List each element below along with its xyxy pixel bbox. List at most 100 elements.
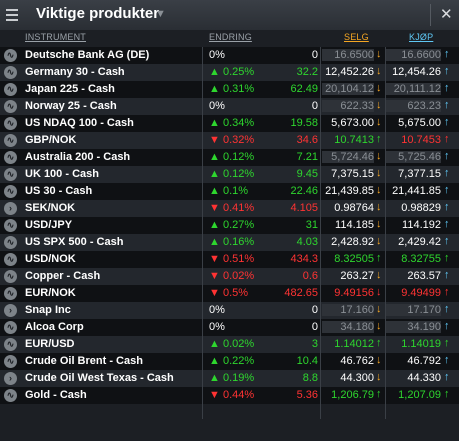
column-header-buy[interactable]: KJØP <box>409 32 434 42</box>
price-chart-icon[interactable]: ∿ <box>4 185 17 198</box>
buy-price[interactable]: 5,675.00 <box>398 117 441 129</box>
price-chart-icon[interactable]: ∿ <box>4 66 17 79</box>
buy-price[interactable]: 5,725.46 <box>386 151 441 163</box>
column-header-sell[interactable]: SELG <box>344 32 369 42</box>
sell-price[interactable]: 114.185 <box>335 219 374 231</box>
instrument-name[interactable]: Germany 30 - Cash <box>25 66 125 78</box>
instrument-name[interactable]: Norway 25 - Cash <box>25 100 117 112</box>
buy-price[interactable]: 8.32755 <box>401 253 441 265</box>
instrument-name[interactable]: US SPX 500 - Cash <box>25 236 124 248</box>
buy-price[interactable]: 12,454.26 <box>392 66 441 78</box>
table-row[interactable]: ∿ EUR/USD ▲ 0.02% 3 1.14012 ↑ 1.14019 ↑ <box>0 336 459 353</box>
sell-price[interactable]: 20,104.12 <box>322 83 374 95</box>
buy-price[interactable]: 7,377.15 <box>398 168 441 180</box>
buy-price[interactable]: 10.7453 <box>401 134 441 146</box>
buy-price[interactable]: 1,207.09 <box>398 389 441 401</box>
price-chart-icon[interactable]: ∿ <box>4 83 17 96</box>
sell-price[interactable]: 7,375.15 <box>331 168 374 180</box>
buy-price[interactable]: 46.792 <box>407 355 441 367</box>
sell-price[interactable]: 16.6500 <box>322 49 374 61</box>
sell-price[interactable]: 34.180 <box>322 321 374 333</box>
instrument-name[interactable]: Copper - Cash <box>25 270 101 282</box>
buy-price[interactable]: 623.23 <box>386 100 441 112</box>
column-header-change[interactable]: ENDRING <box>209 32 252 42</box>
instrument-name[interactable]: Japan 225 - Cash <box>25 83 115 95</box>
price-chart-icon[interactable]: ∿ <box>4 355 17 368</box>
table-row[interactable]: ∿ Crude Oil Brent - Cash ▲ 0.22% 10.4 46.762… <box>0 353 459 370</box>
instrument-name[interactable]: USD/NOK <box>25 253 76 265</box>
buy-price[interactable]: 44.330 <box>407 372 441 384</box>
menu-grip-icon[interactable] <box>6 9 18 21</box>
table-row[interactable]: ∿ USD/JPY ▲ 0.27% 31 114.185 ↓ 114.192 ↑ <box>0 217 459 234</box>
table-row[interactable]: › Crude Oil West Texas - Cash ▲ 0.19% 8.8 44… <box>0 370 459 387</box>
buy-price[interactable]: 263.57 <box>407 270 441 282</box>
instrument-name[interactable]: EUR/USD <box>25 338 75 350</box>
sell-price[interactable]: 10.7413 <box>334 134 374 146</box>
buy-price[interactable]: 9.49499 <box>401 287 441 299</box>
sell-price[interactable]: 0.98764 <box>334 202 374 214</box>
table-row[interactable]: ∿ Japan 225 - Cash ▲ 0.31% 62.49 20,104.12 ↓ 2… <box>0 81 459 98</box>
sell-price[interactable]: 263.27 <box>340 270 374 282</box>
sell-price[interactable]: 9.49156 <box>334 287 374 299</box>
instrument-name[interactable]: Deutsche Bank AG (DE) <box>25 49 150 61</box>
chevron-right-icon[interactable]: › <box>4 202 17 215</box>
price-chart-icon[interactable]: ∿ <box>4 287 17 300</box>
table-row[interactable]: ∿ USD/NOK ▼ 0.51% 434.3 8.32505 ↑ 8.32755 ↑ <box>0 251 459 268</box>
price-chart-icon[interactable]: ∿ <box>4 219 17 232</box>
table-row[interactable]: ∿ Norway 25 - Cash 0% 0 622.33 ↓ 623.23 ↑ <box>0 98 459 115</box>
table-row[interactable]: ∿ Alcoa Corp 0% 0 34.180 ↓ 34.190 ↑ <box>0 319 459 336</box>
instrument-name[interactable]: Crude Oil Brent - Cash <box>25 355 143 367</box>
table-row[interactable]: ∿ GBP/NOK ▼ 0.32% 34.6 10.7413 ↑ 10.7453 ↑ <box>0 132 459 149</box>
sell-price[interactable]: 17.160 <box>322 304 374 316</box>
price-chart-icon[interactable]: ∿ <box>4 321 17 334</box>
buy-price[interactable]: 16.6600 <box>386 49 441 61</box>
sell-price[interactable]: 44.300 <box>340 372 374 384</box>
price-chart-icon[interactable]: ∿ <box>4 49 17 62</box>
table-row[interactable]: ∿ Germany 30 - Cash ▲ 0.25% 32.2 12,452.26 ↓ 1… <box>0 64 459 81</box>
price-chart-icon[interactable]: ∿ <box>4 338 17 351</box>
price-chart-icon[interactable]: ∿ <box>4 168 17 181</box>
buy-price[interactable]: 2,429.42 <box>398 236 441 248</box>
table-row[interactable]: ∿ Copper - Cash ▼ 0.02% 0.6 263.27 ↓ 263.57 ↑ <box>0 268 459 285</box>
chevron-down-icon[interactable]: ▼ <box>155 8 166 20</box>
buy-price[interactable]: 1.14019 <box>401 338 441 350</box>
table-row[interactable]: ∿ Gold - Cash ▼ 0.44% 5.36 1,206.79 ↑ 1,207.09… <box>0 387 459 404</box>
table-row[interactable]: ∿ UK 100 - Cash ▲ 0.12% 9.45 7,375.15 ↓ 7,377.… <box>0 166 459 183</box>
sell-price[interactable]: 5,673.00 <box>331 117 374 129</box>
sell-price[interactable]: 1.14012 <box>334 338 374 350</box>
table-row[interactable]: › SEK/NOK ▼ 0.41% 4.105 0.98764 ↓ 0.98829 ↑ <box>0 200 459 217</box>
buy-price[interactable]: 114.192 <box>402 219 441 231</box>
chevron-right-icon[interactable]: › <box>4 304 17 317</box>
buy-price[interactable]: 0.98829 <box>401 202 441 214</box>
price-chart-icon[interactable]: ∿ <box>4 389 17 402</box>
price-chart-icon[interactable]: ∿ <box>4 236 17 249</box>
sell-price[interactable]: 622.33 <box>322 100 374 112</box>
price-chart-icon[interactable]: ∿ <box>4 117 17 130</box>
table-row[interactable]: ∿ US 30 - Cash ▲ 0.1% 22.46 21,439.85 ↓ 21,441… <box>0 183 459 200</box>
buy-price[interactable]: 20,111.12 <box>386 83 441 95</box>
buy-price[interactable]: 34.190 <box>386 321 441 333</box>
instrument-name[interactable]: Crude Oil West Texas - Cash <box>25 372 174 384</box>
instrument-name[interactable]: Alcoa Corp <box>25 321 84 333</box>
sell-price[interactable]: 1,206.79 <box>331 389 374 401</box>
chevron-right-icon[interactable]: › <box>4 372 17 385</box>
instrument-name[interactable]: Gold - Cash <box>25 389 87 401</box>
price-chart-icon[interactable]: ∿ <box>4 100 17 113</box>
sell-price[interactable]: 12,452.26 <box>325 66 374 78</box>
price-chart-icon[interactable]: ∿ <box>4 253 17 266</box>
sell-price[interactable]: 21,439.85 <box>325 185 374 197</box>
price-chart-icon[interactable]: ∿ <box>4 151 17 164</box>
instrument-name[interactable]: US 30 - Cash <box>25 185 93 197</box>
close-icon[interactable]: ✕ <box>440 6 453 23</box>
sell-price[interactable]: 5,724.46 <box>322 151 374 163</box>
instrument-name[interactable]: US NDAQ 100 - Cash <box>25 117 134 129</box>
price-chart-icon[interactable]: ∿ <box>4 270 17 283</box>
table-row[interactable]: ∿ EUR/NOK ▼ 0.5% 482.65 9.49156 ↓ 9.49499 ↑ <box>0 285 459 302</box>
column-header-instrument[interactable]: INSTRUMENT <box>25 32 86 42</box>
table-row[interactable]: ∿ Australia 200 - Cash ▲ 0.12% 7.21 5,724.46… <box>0 149 459 166</box>
sell-price[interactable]: 46.762 <box>340 355 374 367</box>
instrument-name[interactable]: UK 100 - Cash <box>25 168 99 180</box>
table-row[interactable]: ∿ Deutsche Bank AG (DE) 0% 0 16.6500 ↓ 16.6600… <box>0 47 459 64</box>
instrument-name[interactable]: GBP/NOK <box>25 134 77 146</box>
table-row[interactable]: › Snap Inc 0% 0 17.160 ↓ 17.170 ↑ <box>0 302 459 319</box>
